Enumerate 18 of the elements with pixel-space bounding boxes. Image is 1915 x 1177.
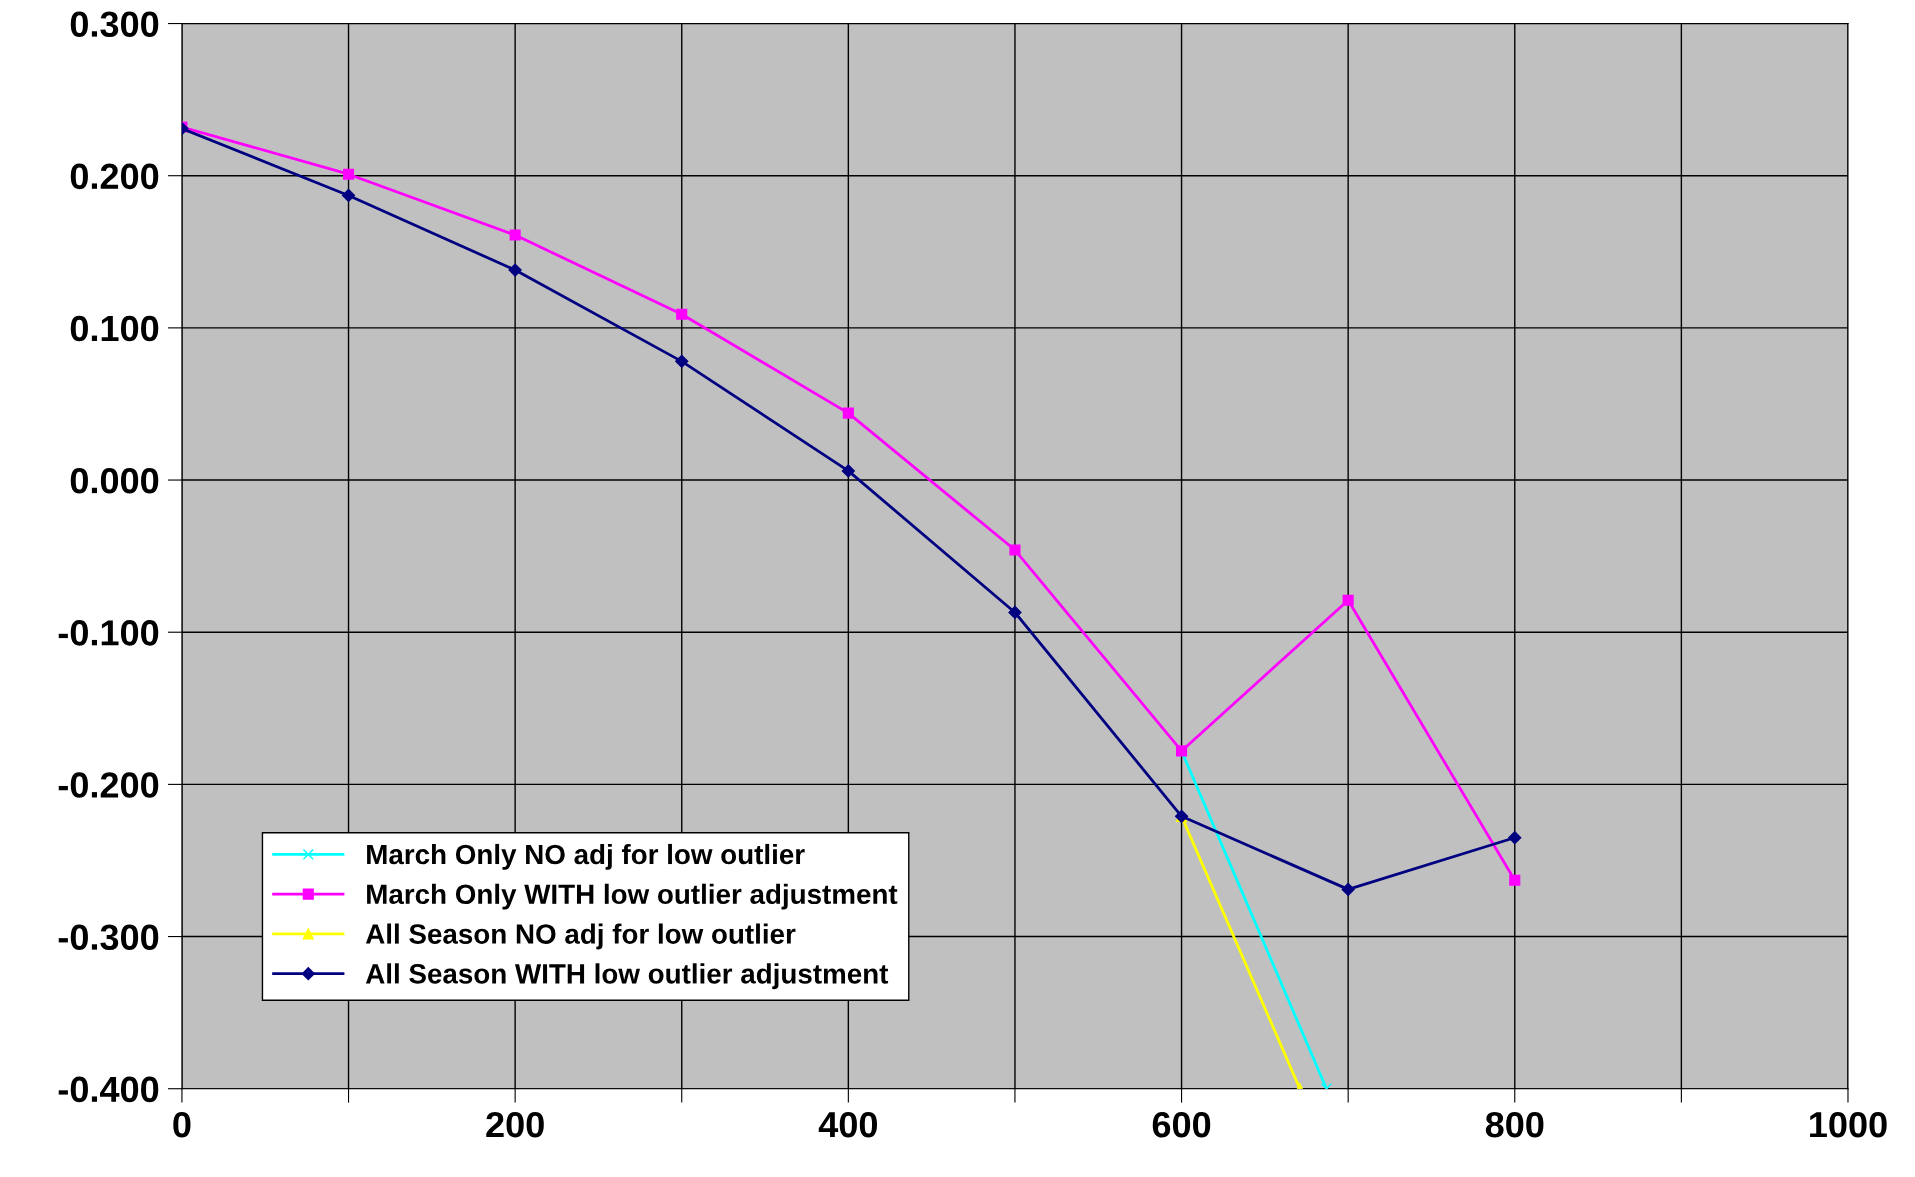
x-tick-label: 400 xyxy=(818,1111,877,1138)
y-tick-label: -0.300 xyxy=(58,924,159,951)
legend-label: March Only WITH low outlier adjustment xyxy=(367,883,898,910)
x-tick-label: 1000 xyxy=(1810,1111,1887,1138)
y-tick-label: -0.200 xyxy=(58,772,159,798)
legend-label: All Season WITH low outlier adjustment xyxy=(365,963,889,990)
y-tick-label: -0.400 xyxy=(58,1076,159,1103)
x-tick-label: 600 xyxy=(1152,1111,1211,1138)
legend-label: March Only NO adj for low outlier xyxy=(367,843,805,870)
x-tick-label: 800 xyxy=(1485,1111,1544,1138)
y-tick-label: 0.100 xyxy=(70,315,159,342)
x-tick-label: 200 xyxy=(486,1111,544,1138)
y-tick-label: 0.200 xyxy=(70,163,159,190)
x-tick-label: 0 xyxy=(173,1111,191,1138)
y-tick-label: -0.100 xyxy=(58,620,159,646)
legend-label: All Season NO adj for low outlier xyxy=(365,923,796,950)
y-tick-label: 0.000 xyxy=(70,467,159,494)
y-tick-label: 0.300 xyxy=(70,11,159,38)
